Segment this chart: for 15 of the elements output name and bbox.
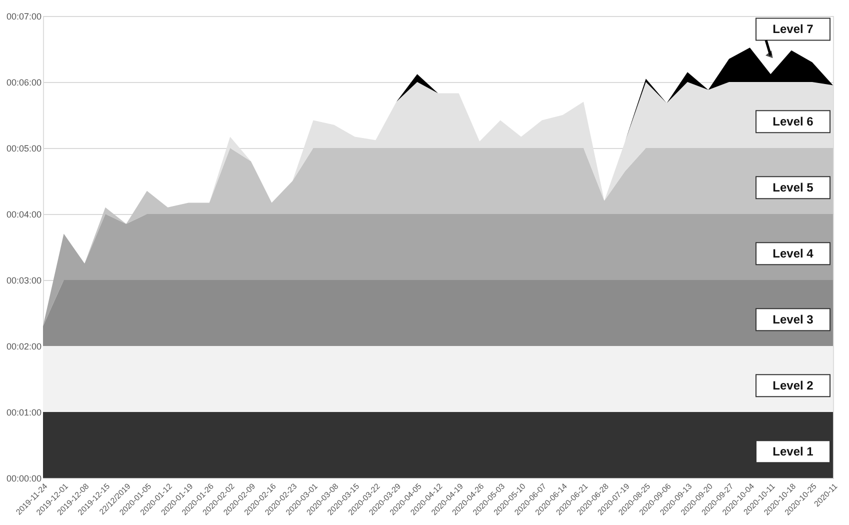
series-label: Level 4 bbox=[772, 246, 814, 261]
series-label: Level 1 bbox=[772, 444, 814, 459]
y-tick-label: 00:01:00 bbox=[6, 408, 42, 418]
y-tick-label: 00:06:00 bbox=[6, 78, 42, 88]
y-tick-label: 00:04:00 bbox=[6, 210, 42, 220]
series-label: Level 5 bbox=[772, 180, 814, 195]
y-tick-label: 00:07:00 bbox=[6, 12, 42, 22]
y-tick-label: 00:03:00 bbox=[6, 276, 42, 286]
y-tick-label: 00:02:00 bbox=[6, 342, 42, 352]
y-tick-label: 00:00:00 bbox=[6, 474, 42, 484]
series-label: Level 7 bbox=[772, 22, 814, 36]
series-label: Level 3 bbox=[772, 312, 814, 327]
series-label: Level 2 bbox=[772, 378, 814, 393]
series-label: Level 6 bbox=[772, 114, 814, 129]
y-tick-label: 00:05:00 bbox=[6, 144, 42, 154]
